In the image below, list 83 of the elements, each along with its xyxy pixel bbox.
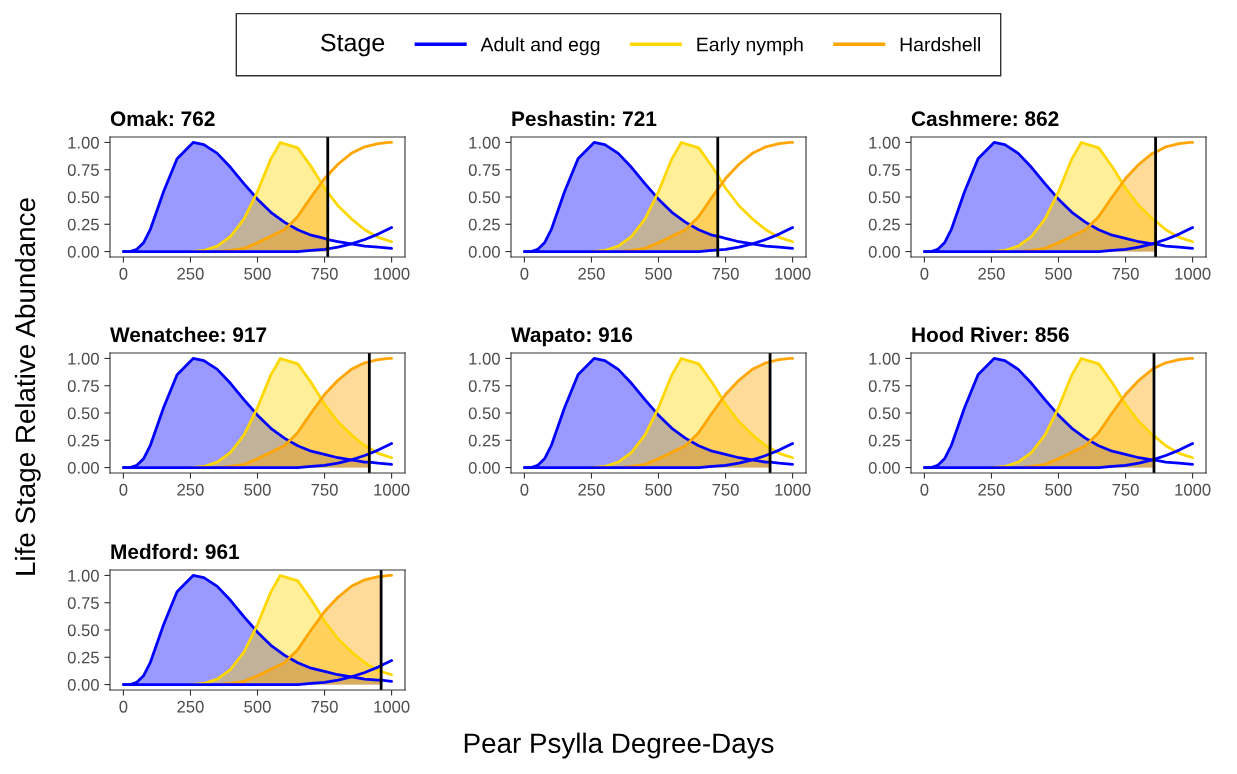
y-tick-label: 0.75 bbox=[67, 164, 99, 176]
x-tick-label: 750 bbox=[1112, 267, 1139, 280]
y-tick-label: 0.50 bbox=[67, 191, 99, 204]
y-tick-label: 0.50 bbox=[468, 407, 500, 420]
x-tick-label: 0 bbox=[119, 700, 128, 713]
y-tick-label: 0.50 bbox=[868, 407, 900, 420]
y-tick-label: 1.00 bbox=[68, 136, 99, 149]
x-tick-label: 750 bbox=[712, 483, 739, 496]
y-tick-label: 1.00 bbox=[68, 352, 99, 365]
y-tick-label: 0.25 bbox=[868, 434, 900, 447]
y-tick-label: 0.75 bbox=[468, 380, 500, 392]
y-tick-label: 0.75 bbox=[868, 164, 900, 176]
x-tick-label: 0 bbox=[920, 267, 929, 280]
y-axis-title: Life Stage Relative Abundance bbox=[14, 198, 41, 575]
y-tick-label: 0.75 bbox=[868, 380, 900, 392]
y-tick-label: 0.25 bbox=[868, 218, 900, 231]
x-tick-label: 1000 bbox=[775, 267, 811, 280]
x-tick-label: 250 bbox=[177, 483, 204, 496]
y-tick-label: 0.00 bbox=[868, 461, 900, 474]
x-tick-label: 250 bbox=[978, 267, 1005, 280]
x-tick-label: 1000 bbox=[374, 700, 410, 713]
x-tick-label: 1000 bbox=[374, 267, 410, 280]
x-tick-label: 1000 bbox=[775, 483, 811, 496]
y-tick-label: 0.00 bbox=[67, 245, 99, 258]
y-tick-label: 0.25 bbox=[67, 218, 99, 231]
x-tick-label: 500 bbox=[244, 700, 271, 713]
legend-label: Hardshell bbox=[900, 37, 980, 52]
x-tick-label: 750 bbox=[311, 483, 338, 496]
chart-title: Cashmere: 862 bbox=[911, 110, 1059, 127]
y-tick-label: 0.00 bbox=[67, 678, 99, 691]
y-tick-label: 0.50 bbox=[67, 407, 99, 420]
legend-title: Stage bbox=[321, 33, 385, 57]
y-tick-label: 0.75 bbox=[468, 164, 500, 176]
chart-title: Medford: 961 bbox=[111, 543, 240, 560]
y-tick-label: 0.75 bbox=[67, 597, 99, 609]
y-tick-label: 0.25 bbox=[468, 218, 500, 231]
x-tick-label: 500 bbox=[244, 483, 271, 496]
x-tick-label: 750 bbox=[712, 267, 739, 280]
y-tick-label: 0.00 bbox=[868, 245, 900, 258]
x-tick-label: 500 bbox=[645, 267, 672, 280]
x-tick-label: 500 bbox=[1045, 267, 1072, 280]
y-tick-label: 1.00 bbox=[469, 136, 500, 149]
y-tick-label: 1.00 bbox=[869, 136, 900, 149]
y-tick-label: 1.00 bbox=[68, 569, 99, 582]
x-tick-label: 0 bbox=[920, 483, 929, 496]
x-tick-label: 500 bbox=[1045, 483, 1072, 496]
legend-label: Adult and egg bbox=[480, 37, 600, 56]
x-tick-label: 500 bbox=[244, 267, 271, 280]
y-tick-label: 0.50 bbox=[868, 191, 900, 204]
chart-title: Hood River: 856 bbox=[912, 326, 1069, 343]
x-tick-label: 0 bbox=[520, 483, 529, 496]
y-tick-label: 0.25 bbox=[67, 434, 99, 447]
y-tick-label: 0.50 bbox=[67, 624, 99, 637]
x-tick-label: 1000 bbox=[1175, 483, 1211, 496]
x-tick-label: 250 bbox=[177, 700, 204, 713]
y-tick-label: 1.00 bbox=[469, 352, 500, 365]
y-tick-label: 0.25 bbox=[67, 651, 99, 664]
x-tick-label: 250 bbox=[578, 267, 605, 280]
y-tick-label: 0.00 bbox=[468, 245, 500, 258]
x-tick-label: 250 bbox=[578, 483, 605, 496]
y-tick-label: 0.00 bbox=[468, 461, 500, 474]
x-tick-label: 0 bbox=[119, 267, 128, 280]
x-tick-label: 1000 bbox=[374, 483, 410, 496]
x-tick-label: 750 bbox=[311, 700, 338, 713]
x-tick-label: 500 bbox=[645, 483, 672, 496]
chart-title: Wapato: 916 bbox=[511, 327, 633, 347]
x-axis-title: Pear Psylla Degree-Days bbox=[464, 732, 774, 759]
legend-label: Early nymph bbox=[697, 37, 803, 56]
x-tick-label: 1000 bbox=[1175, 267, 1211, 280]
x-tick-label: 750 bbox=[311, 267, 338, 280]
y-tick-label: 1.00 bbox=[869, 352, 900, 365]
y-tick-label: 0.75 bbox=[67, 380, 99, 392]
y-tick-label: 0.25 bbox=[468, 434, 500, 447]
x-tick-label: 0 bbox=[119, 483, 128, 496]
x-tick-label: 250 bbox=[177, 267, 204, 280]
chart-title: Wenatchee: 917 bbox=[110, 326, 267, 343]
y-tick-label: 0.50 bbox=[468, 191, 500, 204]
x-tick-label: 0 bbox=[520, 267, 529, 280]
y-tick-label: 0.00 bbox=[67, 461, 99, 474]
x-tick-label: 750 bbox=[1112, 483, 1139, 496]
chart-title: Peshastin: 721 bbox=[512, 110, 657, 127]
chart-title: Omak: 762 bbox=[110, 110, 215, 127]
x-tick-label: 250 bbox=[978, 483, 1005, 496]
